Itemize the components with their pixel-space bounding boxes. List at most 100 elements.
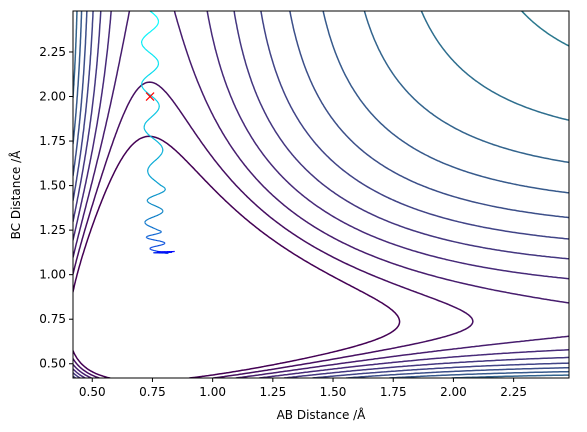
trajectory-segment [141, 80, 144, 82]
trajectory-segment [161, 185, 164, 188]
trajectory-segment [156, 140, 159, 143]
trajectory-segment [154, 205, 157, 207]
contour-line [73, 81, 474, 378]
trajectory-segment [145, 75, 148, 78]
trajectory-segment [158, 142, 161, 145]
trajectory-segment [154, 26, 157, 29]
trajectory-segment [149, 175, 151, 178]
trajectory-segment [149, 117, 152, 120]
trajectory-segment [145, 90, 148, 93]
trajectory-segment [153, 112, 156, 115]
trajectory-segment [144, 223, 147, 225]
trajectory-segment [151, 226, 154, 229]
trajectory-segment [159, 154, 162, 156]
trajectory-segment [157, 18, 159, 20]
trajectory-segment [142, 45, 145, 48]
trajectory-segment [142, 79, 145, 81]
trajectory-segment [151, 11, 154, 14]
trajectory-segment [143, 88, 145, 91]
trajectory-segment [162, 186, 165, 188]
trajectory-segment [154, 194, 157, 197]
trajectory-segment [147, 51, 151, 54]
trajectory-segment [149, 52, 152, 55]
trajectory-segment [141, 38, 144, 41]
trajectory-segment [150, 29, 153, 32]
trajectory-segment [155, 111, 157, 114]
trajectory-segment [147, 31, 150, 34]
trajectory-segment [153, 69, 156, 72]
x-tick-label: 0.50 [79, 385, 106, 399]
trajectory-segment [150, 226, 153, 228]
trajectory-segment [150, 162, 153, 165]
trajectory-segment [141, 44, 144, 47]
trajectory-segment [150, 216, 153, 219]
contour-line [73, 11, 569, 378]
trajectory-segment [146, 224, 148, 226]
trajectory-segment [156, 58, 158, 61]
trajectory-segment [155, 205, 158, 208]
trajectory-segment [155, 15, 158, 18]
contour-line [73, 11, 569, 378]
trajectory-segment [152, 216, 155, 218]
x-tick-label: 1.00 [199, 385, 226, 399]
trajectory-segment [147, 133, 150, 136]
x-tick-label: 0.75 [139, 385, 166, 399]
trajectory-segment [141, 86, 144, 89]
trajectory-segment [156, 181, 159, 184]
trajectory-segment [145, 49, 148, 52]
trajectory-segment [144, 220, 147, 222]
y-tick-label: 0.75 [39, 312, 66, 326]
trajectory-segment [151, 177, 154, 180]
trajectory-segment [157, 141, 160, 144]
trajectory-segment [162, 190, 165, 193]
trajectory-segment [147, 197, 150, 200]
trajectory-segment [149, 225, 151, 228]
y-axis-label: BC Distance /Å [8, 150, 23, 240]
trajectory-segment [156, 157, 159, 160]
trajectory-segment [147, 218, 149, 221]
trajectory-segment [154, 98, 157, 101]
trajectory-segment [156, 59, 159, 62]
trajectory-segment [153, 204, 155, 207]
trajectory-segment [149, 202, 152, 205]
trajectory-segment [154, 159, 157, 162]
trajectory-segment [143, 77, 146, 80]
trajectory-segment [157, 108, 160, 111]
y-tick-label: 1.50 [39, 179, 66, 193]
trajectory-segment [159, 144, 162, 146]
trajectory-segment [156, 17, 159, 19]
trajectory-segment [161, 151, 163, 154]
trajectory-segment [159, 212, 162, 215]
trajectory-segment [146, 32, 149, 35]
trajectory-segment [146, 50, 149, 53]
trajectory-segment [150, 53, 153, 56]
trajectory-segment [155, 25, 158, 28]
trajectory-segment [151, 203, 154, 206]
trajectory-segment [145, 219, 147, 222]
trajectory-segment [161, 211, 163, 214]
contour-layer [73, 11, 569, 378]
trajectory-segment [153, 55, 156, 58]
contour-line [73, 11, 569, 378]
trajectory-segment [143, 46, 146, 49]
trajectory-segment [152, 113, 155, 116]
trajectory-segment [147, 118, 150, 121]
trajectory-segment [156, 24, 158, 27]
trajectory-segment [145, 34, 148, 37]
contour-line [520, 11, 569, 47]
trajectory-segment [153, 27, 156, 30]
x-tick-label: 1.25 [259, 385, 286, 399]
trajectory-segment [157, 182, 161, 185]
trajectory-segment [144, 129, 146, 132]
trajectory-segment [152, 70, 155, 73]
contour-line [73, 135, 401, 378]
trajectory-segment [145, 120, 148, 123]
trajectory-segment [146, 119, 149, 122]
trajectory-segment [144, 121, 147, 124]
trajectory-segment [142, 37, 145, 40]
trajectory-segment [159, 184, 162, 187]
trajectory-segment [161, 146, 163, 148]
trajectory-segment [156, 229, 159, 231]
trajectory-segment [144, 122, 146, 125]
